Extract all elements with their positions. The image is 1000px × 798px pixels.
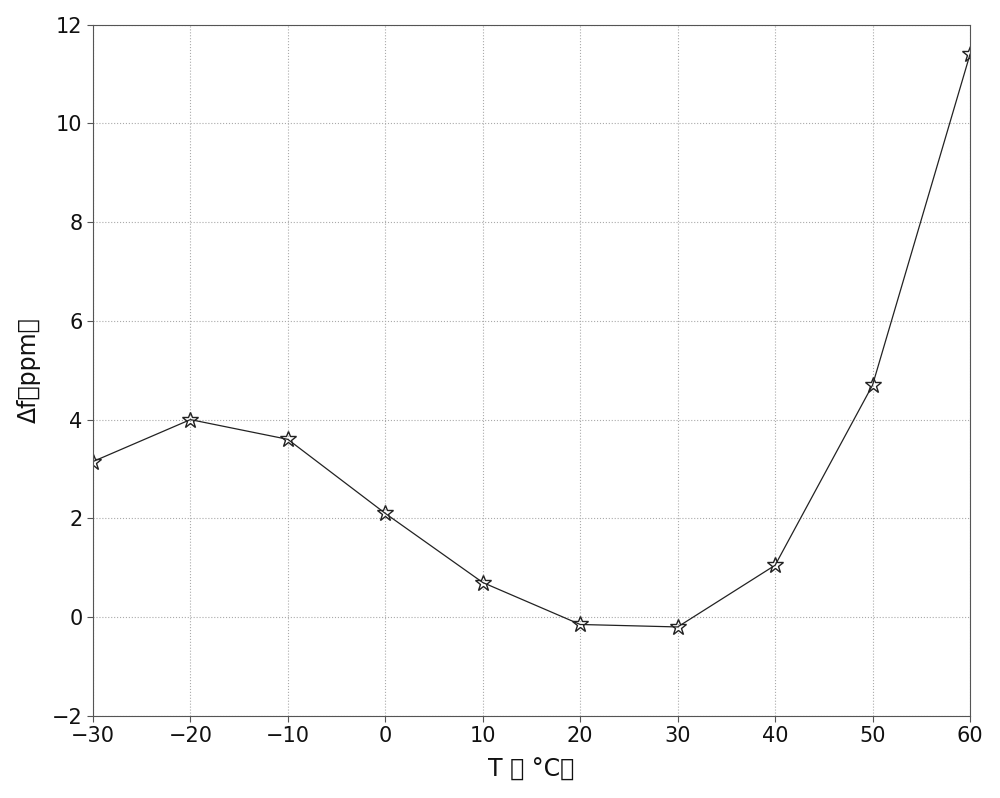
X-axis label: T （ °C）: T （ °C） xyxy=(488,757,575,781)
Y-axis label: Δf（ppm）: Δf（ppm） xyxy=(17,318,41,423)
